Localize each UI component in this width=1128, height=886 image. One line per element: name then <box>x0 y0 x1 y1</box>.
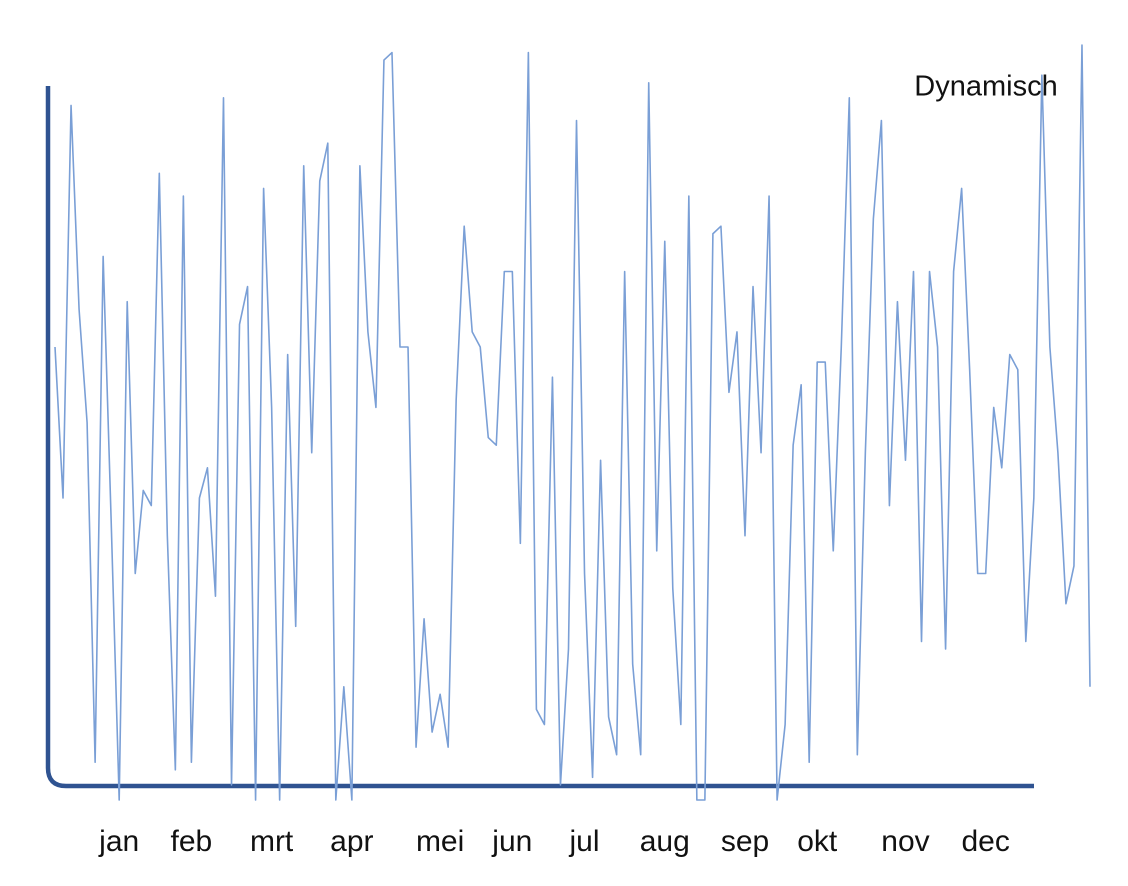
x-tick-label: jan <box>98 825 139 858</box>
chart-title: Dynamisch <box>914 71 1057 103</box>
x-tick-label: nov <box>881 825 929 858</box>
x-tick-label: okt <box>797 825 838 858</box>
axis-frame <box>45 86 1034 789</box>
x-tick-label: dec <box>962 825 1010 858</box>
x-tick-label: aug <box>640 825 690 858</box>
data-line <box>54 44 1091 801</box>
x-tick-label: mrt <box>250 825 294 858</box>
x-tick-label: jul <box>569 825 600 858</box>
x-tick-label: feb <box>171 825 213 858</box>
x-tick-label: sep <box>721 825 769 858</box>
x-tick-label: mei <box>416 825 464 858</box>
x-tick-label: jun <box>491 825 532 858</box>
x-tick-label: apr <box>330 825 373 858</box>
